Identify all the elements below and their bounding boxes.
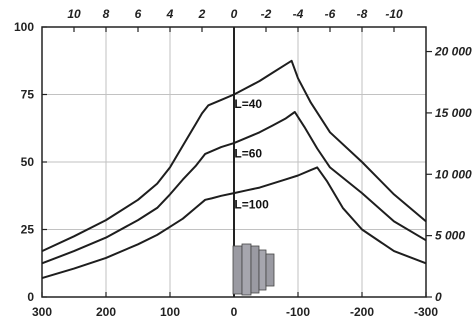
y-left-tick-label: 75 bbox=[21, 88, 35, 102]
series-line bbox=[41, 166, 427, 280]
y-left-tick-label: 25 bbox=[21, 223, 35, 237]
device-segment bbox=[232, 245, 243, 295]
y-right-tick-label: 15 000 bbox=[435, 106, 472, 120]
y-right-tick-label: 0 bbox=[435, 290, 442, 304]
x-bottom-tick-label: 100 bbox=[160, 305, 180, 319]
x-top-tick-label: -6 bbox=[325, 7, 336, 21]
x-top-tick-label: -4 bbox=[293, 7, 304, 21]
y-right-tick-label: 20 000 bbox=[434, 45, 472, 59]
series-line bbox=[41, 111, 427, 265]
x-top-tick-label: -2 bbox=[261, 7, 272, 21]
series-line bbox=[41, 59, 427, 253]
x-top-tick-label: -10 bbox=[385, 7, 403, 21]
y-right-tick-label: 10 000 bbox=[435, 167, 472, 181]
x-bottom-tick-label: 200 bbox=[96, 305, 116, 319]
x-top-tick-label: 0 bbox=[231, 7, 238, 21]
series-label: L=100 bbox=[234, 198, 269, 212]
device-segment bbox=[265, 253, 275, 287]
y-left-tick-label: 0 bbox=[27, 290, 34, 304]
device-segment bbox=[258, 249, 267, 291]
y-right-tick-label: 5 000 bbox=[435, 229, 465, 243]
y-left-tick-label: 50 bbox=[21, 155, 35, 169]
x-top-tick-label: 10 bbox=[67, 7, 81, 21]
series-label: L=40 bbox=[234, 97, 262, 111]
series-lines bbox=[41, 59, 427, 280]
x-top-tick-label: -8 bbox=[357, 7, 368, 21]
tick-marks bbox=[41, 26, 432, 298]
device-segment bbox=[241, 243, 252, 296]
device-illustration bbox=[232, 243, 275, 296]
x-top-tick-label: 4 bbox=[166, 7, 174, 21]
series-label: L=60 bbox=[234, 146, 262, 160]
y-left-tick-label: 100 bbox=[14, 20, 34, 34]
device-segment bbox=[250, 245, 260, 294]
x-bottom-tick-label: -200 bbox=[350, 305, 374, 319]
x-bottom-tick-label: -300 bbox=[414, 305, 438, 319]
x-bottom-tick-label: 300 bbox=[32, 305, 52, 319]
x-bottom-tick-label: -100 bbox=[286, 305, 310, 319]
series-labels: L=40 L=60 L=100 bbox=[234, 97, 269, 212]
x-top-tick-label: 8 bbox=[103, 7, 110, 21]
x-bottom-tick-label: 0 bbox=[231, 305, 238, 319]
x-top-tick-label: 6 bbox=[135, 7, 142, 21]
x-top-tick-label: 2 bbox=[198, 7, 206, 21]
